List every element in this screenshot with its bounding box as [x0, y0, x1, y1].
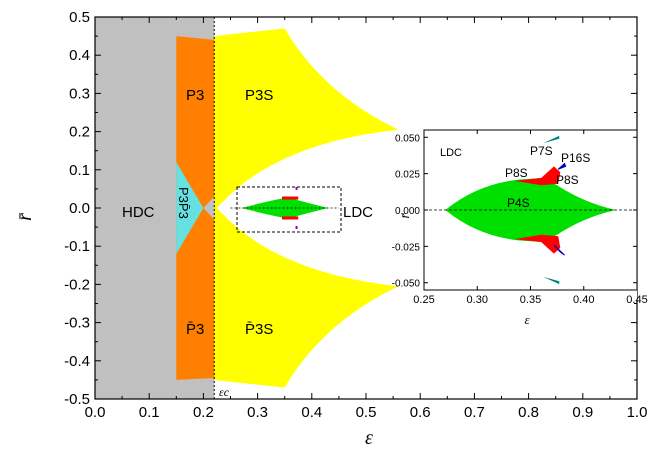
- y-tick-label: 0.1: [69, 162, 90, 179]
- mini-p7s-lower: [295, 226, 298, 230]
- inset-label-p4s: P4S: [507, 196, 530, 210]
- inset-y-axis-title: r̄: [397, 212, 412, 218]
- x-tick-label: 1.0: [627, 404, 648, 421]
- inset-region-p8s-upper: [514, 166, 561, 186]
- inset-y-tick-label: -0.050: [392, 279, 421, 290]
- label-p3: P3: [186, 87, 204, 104]
- x-tick-label: 0.2: [193, 404, 214, 421]
- x-tick-label: 0.0: [85, 404, 106, 421]
- inset-ticks: 0.25 0.30 0.35 0.40 0.45 0.050 0.025 0.000 -0.02…: [392, 130, 648, 306]
- x-axis-title: ε: [365, 427, 373, 449]
- y-tick-label: 0.5: [69, 9, 90, 26]
- x-tick-label: 0.9: [572, 404, 593, 421]
- y-tick-label: -0.2: [64, 276, 90, 293]
- inset-x-tick-label: 0.45: [626, 294, 647, 306]
- inset-region-p8s-lower: [514, 234, 561, 254]
- label-eps-c: εc: [219, 385, 230, 399]
- inset-region-p16s-lower: [553, 244, 565, 256]
- y-tick-label: 0.0: [69, 200, 90, 217]
- inset-region-p16s-upper: [557, 162, 567, 170]
- y-axis-title: r̄: [14, 213, 36, 221]
- main-regions: [95, 17, 399, 399]
- y-tick-label: 0.2: [69, 124, 90, 141]
- y-tick-label: -0.3: [64, 315, 90, 332]
- main-ticks: 0.0 0.1 0.2 0.3 0.4 0.5 0.6 0.7 0.8 0.9 1.00.50.40…: [64, 9, 647, 421]
- region-p3bar: [176, 208, 215, 380]
- label-hdc: HDC: [122, 204, 155, 221]
- y-tick-label: -0.5: [64, 391, 90, 408]
- inset-label-p8s-right: P8S: [556, 173, 579, 187]
- label-p3bar: P̄3: [186, 321, 204, 338]
- x-tick-label: 0.5: [356, 404, 377, 421]
- inset-region-p7s-upper: [543, 135, 560, 144]
- mini-p8s-lower: [281, 216, 299, 220]
- region-p3: [176, 36, 215, 208]
- mini-p7s: [295, 186, 298, 190]
- x-tick-label: 0.6: [410, 404, 431, 421]
- x-tick-label: 0.8: [518, 404, 539, 421]
- mini-p8s: [281, 196, 299, 200]
- label-p3p3: P3P̄3: [176, 187, 191, 219]
- inset-region-p7s-lower: [543, 276, 560, 285]
- region-hdc-notch: [203, 196, 215, 220]
- x-tick-label: 0.4: [301, 404, 322, 421]
- zoom-box: [236, 186, 342, 233]
- y-tick-label: 0.4: [69, 47, 90, 64]
- inset-y-tick-label: -0.025: [392, 242, 421, 253]
- inset-x-tick-label: 0.25: [413, 294, 434, 306]
- inset-y-tick-label: 0.000: [395, 206, 420, 217]
- x-tick-label: 0.1: [139, 404, 160, 421]
- inset-label-p7s: P7S: [530, 144, 553, 158]
- inset-label-ldc: LDC: [440, 147, 462, 159]
- zoom-box-miniature: [230, 186, 339, 230]
- y-tick-label: 0.3: [69, 85, 90, 102]
- inset-y-tick-label: 0.050: [395, 133, 420, 144]
- x-tick-label: 0.7: [464, 404, 485, 421]
- x-tick-label: 0.3: [247, 404, 268, 421]
- inset-x-tick-label: 0.40: [573, 294, 594, 306]
- mini-p4s: [241, 197, 329, 219]
- inset-x-axis-title: ε: [524, 312, 530, 327]
- region-p3sbar: [214, 208, 399, 388]
- inset-label-p16s: P16S: [561, 151, 590, 165]
- label-ldc: LDC: [343, 204, 373, 221]
- y-tick-label: -0.4: [64, 353, 90, 370]
- inset-x-tick-label: 0.30: [467, 294, 488, 306]
- inset-label-p8s-left: P8S: [505, 166, 528, 180]
- label-p3sbar: P̄3S: [245, 321, 273, 338]
- region-p3p3bar: [176, 162, 204, 254]
- inset-regions: [424, 135, 637, 285]
- inset-y-tick-label: 0.025: [395, 170, 420, 181]
- y-tick-label: -0.1: [64, 238, 90, 255]
- region-p3s: [214, 28, 399, 209]
- label-p3s: P3S: [245, 87, 273, 104]
- inset-x-tick-label: 0.35: [520, 294, 541, 306]
